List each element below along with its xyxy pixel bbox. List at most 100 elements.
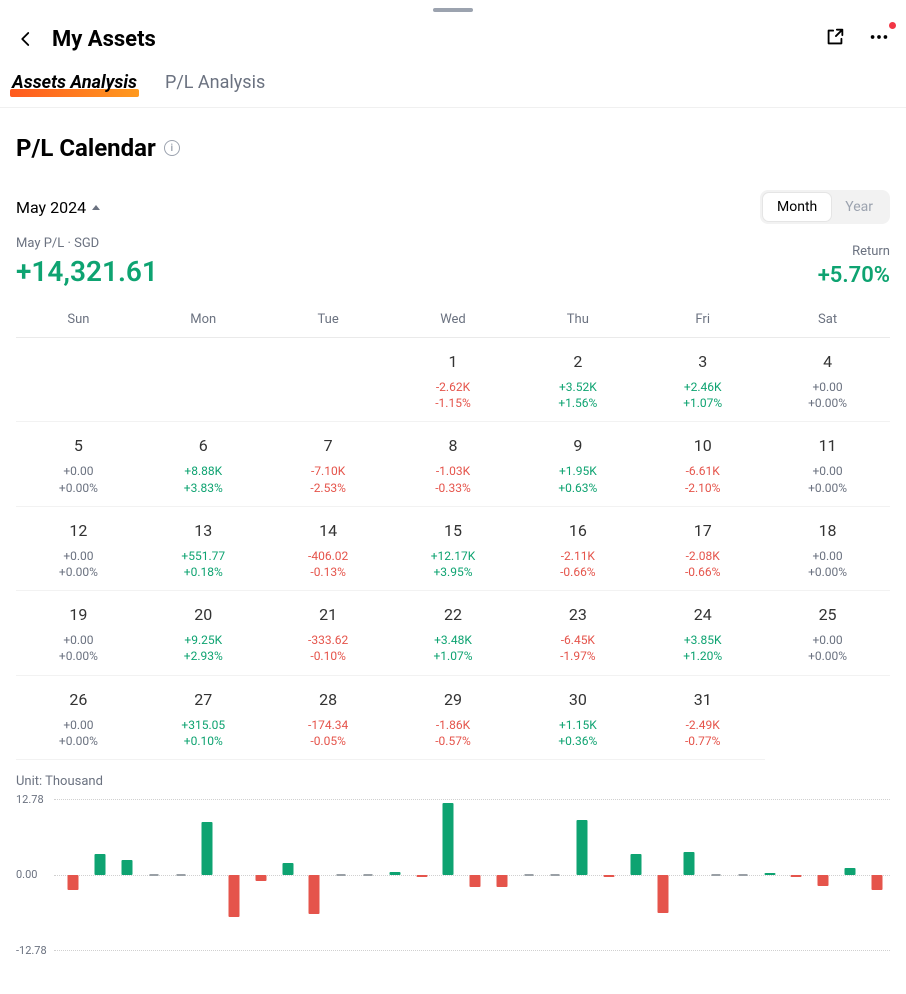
share-icon[interactable] bbox=[824, 26, 846, 52]
calendar-day-number: 3 bbox=[642, 352, 763, 371]
chart-bar-slot bbox=[703, 795, 730, 955]
toggle-month[interactable]: Month bbox=[763, 193, 831, 221]
chart-bar bbox=[95, 854, 106, 875]
chart-bar-slot bbox=[783, 795, 810, 955]
calendar-day-number: 13 bbox=[143, 521, 264, 540]
calendar-day-number: 21 bbox=[268, 605, 389, 624]
calendar-day-16[interactable]: 16-2.11K-0.66% bbox=[515, 507, 640, 591]
chart-bar-slot bbox=[194, 795, 221, 955]
calendar-day-23[interactable]: 23-6.45K-1.97% bbox=[515, 591, 640, 675]
chart-bar-slot bbox=[515, 795, 542, 955]
period-label: May 2024 bbox=[16, 198, 86, 217]
calendar-day-26[interactable]: 26+0.00+0.00% bbox=[16, 676, 141, 760]
calendar-day-30[interactable]: 30+1.15K+0.36% bbox=[515, 676, 640, 760]
chart-bar-slot bbox=[462, 795, 489, 955]
calendar-day-pl: +0.00 bbox=[767, 548, 888, 564]
calendar-day-return: -0.66% bbox=[642, 564, 763, 580]
chart-bar bbox=[684, 852, 695, 875]
more-icon[interactable] bbox=[868, 26, 890, 52]
calendar-day-pl: +0.00 bbox=[18, 632, 139, 648]
calendar-day-24[interactable]: 24+3.85K+1.20% bbox=[640, 591, 765, 675]
calendar-body: 1-2.62K-1.15%2+3.52K+1.56%3+2.46K+1.07%4… bbox=[16, 338, 890, 760]
calendar-day-27[interactable]: 27+315.05+0.10% bbox=[141, 676, 266, 760]
dow-fri: Fri bbox=[640, 312, 765, 327]
toggle-year[interactable]: Year bbox=[831, 193, 887, 221]
calendar-day-8[interactable]: 8-1.03K-0.33% bbox=[391, 422, 516, 506]
dow-mon: Mon bbox=[141, 312, 266, 327]
calendar-day-pl: -2.62K bbox=[393, 379, 514, 395]
calendar-day-pl: -333.62 bbox=[268, 632, 389, 648]
chart-bar bbox=[443, 803, 454, 875]
calendar-day-29[interactable]: 29-1.86K-0.57% bbox=[391, 676, 516, 760]
calendar-head: SunMonTueWedThuFriSat bbox=[16, 302, 890, 338]
calendar-day-7[interactable]: 7-7.10K-2.53% bbox=[266, 422, 391, 506]
calendar-day-number: 31 bbox=[642, 690, 763, 709]
calendar-day-number: 26 bbox=[18, 690, 139, 709]
chart-bar-slot bbox=[810, 795, 837, 955]
calendar-day-return: +0.00% bbox=[767, 395, 888, 411]
tab-assets-analysis[interactable]: Assets Analysis bbox=[12, 72, 137, 107]
tabs: Assets Analysis P/L Analysis bbox=[0, 62, 906, 108]
calendar-day-18[interactable]: 18+0.00+0.00% bbox=[765, 507, 890, 591]
calendar-day-number: 2 bbox=[517, 352, 638, 371]
calendar-day-9[interactable]: 9+1.95K+0.63% bbox=[515, 422, 640, 506]
section-header: P/L Calendar i bbox=[0, 108, 906, 172]
calendar-day-pl: -7.10K bbox=[268, 463, 389, 479]
summary-right-value: +5.70% bbox=[818, 263, 890, 288]
calendar-day-pl: +0.00 bbox=[767, 379, 888, 395]
calendar-day-return: -1.97% bbox=[517, 648, 638, 664]
calendar-day-31[interactable]: 31-2.49K-0.77% bbox=[640, 676, 765, 760]
calendar-day-number: 4 bbox=[767, 352, 888, 371]
calendar-day-return: -0.66% bbox=[517, 564, 638, 580]
calendar-day-20[interactable]: 20+9.25K+2.93% bbox=[141, 591, 266, 675]
calendar-day-return: +0.18% bbox=[143, 564, 264, 580]
period-select[interactable]: May 2024 bbox=[16, 198, 100, 217]
tab-label: P/L Analysis bbox=[165, 72, 265, 93]
calendar-day-1[interactable]: 1-2.62K-1.15% bbox=[391, 338, 516, 422]
header-left: My Assets bbox=[16, 27, 156, 52]
calendar-day-6[interactable]: 6+8.88K+3.83% bbox=[141, 422, 266, 506]
calendar-day-21[interactable]: 21-333.62-0.10% bbox=[266, 591, 391, 675]
chart-bar-slot bbox=[381, 795, 408, 955]
calendar-day-13[interactable]: 13+551.77+0.18% bbox=[141, 507, 266, 591]
calendar-day-pl: -1.86K bbox=[393, 717, 514, 733]
calendar-day-return: +0.00% bbox=[767, 480, 888, 496]
calendar-day-number: 18 bbox=[767, 521, 888, 540]
chart-bar bbox=[202, 822, 213, 875]
calendar-day-5[interactable]: 5+0.00+0.00% bbox=[16, 422, 141, 506]
chart-zero-tick bbox=[337, 874, 346, 876]
calendar-day-17[interactable]: 17-2.08K-0.66% bbox=[640, 507, 765, 591]
tab-p-l-analysis[interactable]: P/L Analysis bbox=[165, 72, 265, 107]
chart-bars bbox=[60, 795, 890, 955]
calendar-day-15[interactable]: 15+12.17K+3.95% bbox=[391, 507, 516, 591]
calendar-day-11[interactable]: 11+0.00+0.00% bbox=[765, 422, 890, 506]
chart-zero-tick bbox=[176, 874, 185, 876]
calendar-day-28[interactable]: 28-174.34-0.05% bbox=[266, 676, 391, 760]
calendar-day-return: +0.10% bbox=[143, 733, 264, 749]
summary-left-value: +14,321.61 bbox=[16, 255, 158, 288]
back-icon[interactable] bbox=[16, 29, 36, 49]
calendar-day-22[interactable]: 22+3.48K+1.07% bbox=[391, 591, 516, 675]
calendar-day-14[interactable]: 14-406.02-0.13% bbox=[266, 507, 391, 591]
calendar-day-19[interactable]: 19+0.00+0.00% bbox=[16, 591, 141, 675]
calendar-day-10[interactable]: 10-6.61K-2.10% bbox=[640, 422, 765, 506]
info-icon[interactable]: i bbox=[164, 140, 180, 156]
calendar-day-4[interactable]: 4 +0.00+0.00% bbox=[765, 338, 890, 422]
chart-bar-slot bbox=[730, 795, 757, 955]
calendar-day-return: +1.20% bbox=[642, 648, 763, 664]
chart-bar-slot bbox=[301, 795, 328, 955]
calendar-day-number: 6 bbox=[143, 436, 264, 455]
calendar-day-return: -1.15% bbox=[393, 395, 514, 411]
chart-bar-slot bbox=[756, 795, 783, 955]
calendar-day-number: 10 bbox=[642, 436, 763, 455]
calendar-day-25[interactable]: 25+0.00+0.00% bbox=[765, 591, 890, 675]
calendar-day-3[interactable]: 3+2.46K+1.07% bbox=[640, 338, 765, 422]
calendar-day-2[interactable]: 2+3.52K+1.56% bbox=[515, 338, 640, 422]
chart-y-zero: 0.00 bbox=[16, 868, 37, 881]
dow-tue: Tue bbox=[266, 312, 391, 327]
summary-left-label: May P/L · SGD bbox=[16, 236, 158, 251]
calendar-day-12[interactable]: 12+0.00+0.00% bbox=[16, 507, 141, 591]
calendar-day-pl: +315.05 bbox=[143, 717, 264, 733]
calendar-day-number: 8 bbox=[393, 436, 514, 455]
chart-bar-slot bbox=[114, 795, 141, 955]
